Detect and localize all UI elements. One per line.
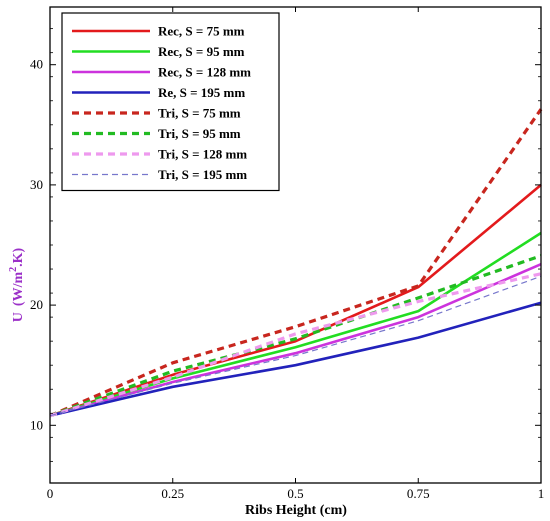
x-tick-label: 1 (538, 486, 545, 501)
legend-label-1: Rec, S = 75 mm (158, 24, 245, 39)
legend-label-8: Tri, S = 195 mm (158, 167, 247, 182)
y-tick-label: 30 (30, 177, 43, 192)
y-axis-label-sup: 2 (8, 267, 19, 272)
x-tick-label: 0.75 (407, 486, 430, 501)
legend-label-2: Rec, S = 95 mm (158, 44, 245, 59)
y-axis-label-tail: .K) (11, 247, 26, 266)
series-line-6 (49, 254, 542, 418)
legend-box (61, 12, 280, 192)
y-tick-label: 20 (30, 297, 43, 312)
legend-label-5: Tri, S = 75 mm (158, 106, 241, 121)
series-line-3 (49, 263, 542, 417)
x-tick-label: 0 (47, 486, 54, 501)
y-axis-label: U (W/m2.K) (8, 247, 26, 322)
series-line-8 (49, 275, 542, 417)
legend: Rec, S = 75 mm Rec, S = 95 mm Rec, S = 128… (61, 12, 280, 192)
legend-label-7: Tri, S = 128 mm (158, 147, 247, 162)
legend-label-6: Tri, S = 95 mm (158, 126, 241, 141)
legend-label-3: Rec, S = 128 mm (158, 65, 251, 80)
series-line-7 (49, 272, 542, 418)
y-axis-label-symbol: U (11, 312, 26, 322)
legend-label-4: Re, S = 195 mm (158, 85, 245, 100)
axes: 0 0.25 0.5 0.75 1 10 20 30 40 (30, 6, 545, 501)
x-tick-label: 0.5 (287, 486, 303, 501)
series-line-4 (49, 301, 542, 417)
x-axis-label: Ribs Height (cm) (245, 503, 347, 518)
y-tick-label: 40 (30, 57, 43, 72)
x-tick-label: 0.25 (161, 486, 184, 501)
series-line-5 (49, 108, 543, 418)
y-tick-label: 10 (30, 417, 43, 432)
series-lines (49, 108, 543, 418)
y-axis-label-unit: (W/m (11, 272, 26, 307)
